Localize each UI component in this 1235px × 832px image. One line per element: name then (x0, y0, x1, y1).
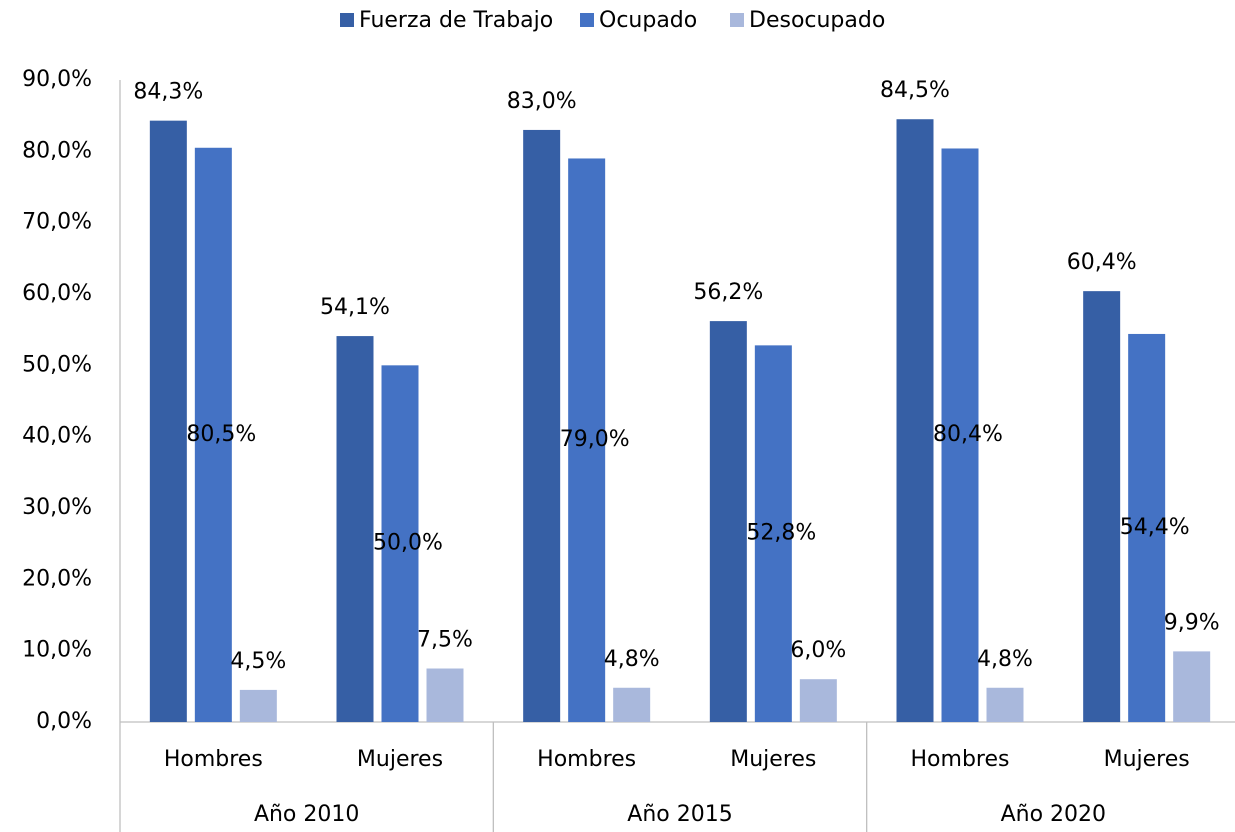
bar (986, 687, 1024, 722)
data-label: 83,0% (507, 89, 577, 114)
bar (568, 158, 606, 722)
data-label: 7,5% (417, 628, 473, 653)
data-label: 4,5% (230, 649, 286, 674)
y-tick-label: 80,0% (22, 138, 92, 163)
bar (336, 336, 374, 722)
group-label: Año 2015 (627, 802, 732, 827)
bar (1083, 291, 1121, 722)
data-label: 4,8% (604, 647, 660, 672)
data-label: 4,8% (977, 647, 1033, 672)
bar (426, 668, 464, 722)
y-tick-label: 0,0% (36, 709, 92, 734)
bar (1173, 651, 1211, 722)
data-label: 54,1% (320, 295, 390, 320)
data-label: 56,2% (693, 280, 763, 305)
data-label: 50,0% (373, 531, 443, 556)
y-tick-label: 10,0% (22, 638, 92, 663)
data-label: 52,8% (746, 521, 816, 546)
y-tick-label: 20,0% (22, 566, 92, 591)
bar (896, 119, 934, 722)
group-label: Año 2010 (254, 802, 359, 827)
x-tick-label: Hombres (537, 747, 636, 772)
bar (799, 679, 837, 722)
bar (523, 129, 561, 722)
x-tick-label: Hombres (911, 747, 1010, 772)
bar (1128, 333, 1166, 722)
bar (754, 345, 792, 722)
y-tick-label: 50,0% (22, 352, 92, 377)
x-tick-label: Mujeres (730, 747, 816, 772)
x-tick-label: Mujeres (357, 747, 443, 772)
legend-label: Desocupado (749, 8, 885, 33)
legend-label: Ocupado (599, 8, 697, 33)
bar (239, 689, 277, 722)
bar (149, 120, 187, 722)
bar (381, 365, 419, 722)
data-label: 80,5% (186, 422, 256, 447)
y-tick-label: 90,0% (22, 67, 92, 92)
data-label: 60,4% (1067, 250, 1137, 275)
bar (709, 321, 747, 722)
group-label: Año 2020 (1001, 802, 1106, 827)
legend-swatch (340, 13, 354, 27)
data-label: 9,9% (1164, 610, 1220, 635)
y-tick-label: 30,0% (22, 495, 92, 520)
legend-label: Fuerza de Trabajo (359, 8, 553, 33)
x-tick-label: Hombres (164, 747, 263, 772)
data-label: 79,0% (560, 427, 630, 452)
y-tick-label: 40,0% (22, 424, 92, 449)
y-tick-label: 70,0% (22, 210, 92, 235)
legend-swatch (580, 13, 594, 27)
bar (194, 147, 232, 722)
bar (941, 148, 979, 723)
bar (613, 687, 651, 722)
data-label: 6,0% (790, 638, 846, 663)
y-tick-label: 60,0% (22, 281, 92, 306)
data-label: 80,4% (933, 422, 1003, 447)
data-label: 84,3% (133, 80, 203, 105)
legend-swatch (730, 13, 744, 27)
x-tick-label: Mujeres (1104, 747, 1190, 772)
data-label: 54,4% (1120, 515, 1190, 540)
data-label: 84,5% (880, 78, 950, 103)
